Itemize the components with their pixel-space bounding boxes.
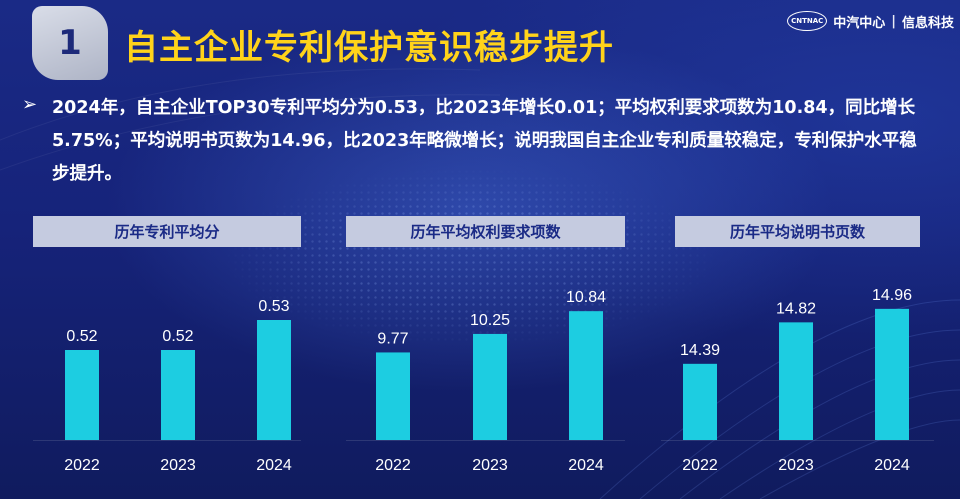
data-label-avg-pages-2024: 14.96 xyxy=(872,287,912,304)
data-label-avg-score-2024: 0.53 xyxy=(258,298,289,315)
x-tick-label-avg-score-2022: 2022 xyxy=(64,457,100,474)
bar-avg-score-2023 xyxy=(161,350,195,440)
data-label-avg-pages-2023: 14.82 xyxy=(776,300,816,317)
x-tick-label-avg-pages-2022: 2022 xyxy=(682,457,718,474)
section-number-badge: 1 xyxy=(32,6,108,80)
bar-avg-pages-2023 xyxy=(779,322,813,440)
data-label-avg-pages-2022: 14.39 xyxy=(680,342,720,359)
triangle-right-icon: ➢ xyxy=(22,94,38,115)
x-tick-label-avg-claims-2023: 2023 xyxy=(472,457,508,474)
data-label-avg-claims-2024: 10.84 xyxy=(566,289,606,306)
bar-avg-score-2022 xyxy=(65,350,99,440)
chart-title-avg-pages: 历年平均说明书页数 xyxy=(675,216,920,247)
chart-title-avg-score: 历年专利平均分 xyxy=(33,216,301,247)
data-label-avg-claims-2022: 9.77 xyxy=(377,330,408,347)
logo-separator: | xyxy=(891,13,896,29)
bar-avg-claims-2024 xyxy=(569,311,603,440)
bar-avg-pages-2022 xyxy=(683,363,717,440)
brand-logo: CNTNAC 中汽中心 | 信息科技 xyxy=(787,10,954,32)
logo-org-name: 中汽中心 xyxy=(833,15,886,31)
section-title-row: 1 自主企业专利保护意识稳步提升 xyxy=(32,6,752,84)
summary-text: 2024年，自主企业TOP30专利平均分为0.53，比2023年增长0.01；平… xyxy=(52,98,917,184)
data-label-avg-score-2023: 0.52 xyxy=(162,328,193,345)
page-title: 自主企业专利保护意识稳步提升 xyxy=(124,28,614,68)
bar-avg-pages-2024 xyxy=(875,308,909,440)
x-tick-label-avg-pages-2024: 2024 xyxy=(874,457,910,474)
bar-avg-claims-2023 xyxy=(473,333,507,440)
world-map-background xyxy=(120,140,820,400)
logo-mark: CNTNAC xyxy=(787,11,828,31)
x-tick-label-avg-claims-2024: 2024 xyxy=(568,457,604,474)
x-tick-label-avg-score-2023: 2023 xyxy=(160,457,196,474)
bar-avg-claims-2022 xyxy=(376,352,410,440)
x-tick-label-avg-score-2024: 2024 xyxy=(256,457,292,474)
data-label-avg-claims-2023: 10.25 xyxy=(470,312,510,329)
data-label-avg-score-2022: 0.52 xyxy=(66,328,97,345)
x-tick-label-avg-pages-2023: 2023 xyxy=(778,457,814,474)
bar-avg-score-2024 xyxy=(257,320,291,440)
logo-dept-name: 信息科技 xyxy=(901,15,954,31)
chart-title-avg-claims: 历年平均权利要求项数 xyxy=(346,216,625,247)
x-tick-label-avg-claims-2022: 2022 xyxy=(375,457,411,474)
